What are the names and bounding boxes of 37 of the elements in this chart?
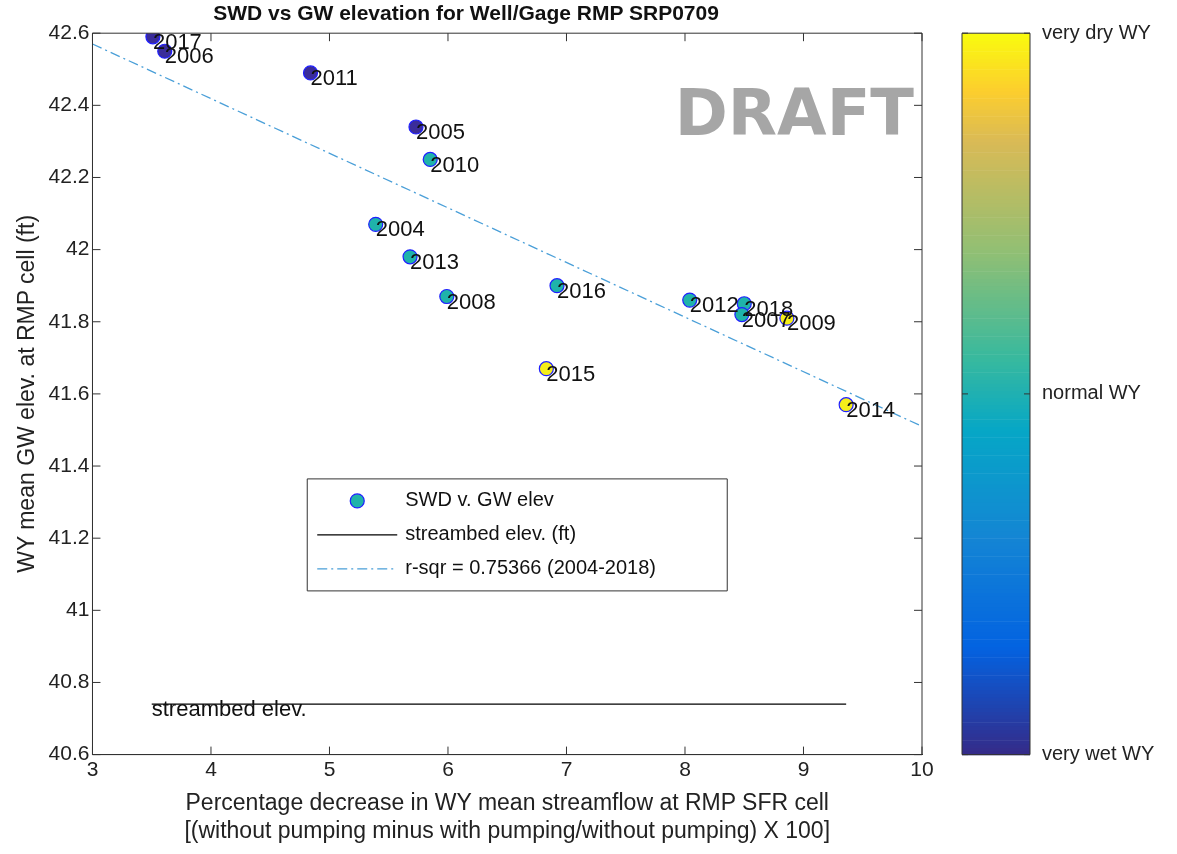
x-axis-title: Percentage decrease in WY mean streamflow at RMP SFR cell [(without pumping minus with pumping/without pumping) X 100] bbox=[184, 788, 831, 843]
annotation: 2016 bbox=[557, 277, 606, 303]
x-tick-label: 8 bbox=[679, 757, 691, 780]
x-tick-label: 6 bbox=[442, 757, 454, 780]
annotation: DRAFT bbox=[674, 75, 915, 150]
y-tick-label: 41.4 bbox=[48, 452, 90, 476]
x-tick-label: 9 bbox=[797, 757, 810, 780]
x-tick-label: 7 bbox=[560, 757, 573, 780]
y-tick-label: 42.2 bbox=[48, 164, 90, 188]
annotation: 2010 bbox=[430, 151, 480, 177]
annotation: 2013 bbox=[410, 248, 460, 274]
x-tick-label: 10 bbox=[910, 757, 934, 780]
y-tick-label: 41.2 bbox=[48, 524, 90, 548]
legend-label: SWD v. GW elev bbox=[405, 488, 554, 511]
y-tick-label: 41.6 bbox=[48, 380, 90, 404]
annotation: 2012 bbox=[689, 292, 739, 318]
y-tick-label: 42.6 bbox=[48, 20, 90, 43]
annotation: 2014 bbox=[846, 396, 896, 422]
y-tick-label: 41.8 bbox=[48, 308, 90, 332]
annotation: 2004 bbox=[375, 216, 425, 242]
annotation: 2015 bbox=[546, 360, 596, 386]
color-bar-label: very wet WY bbox=[1042, 742, 1155, 765]
x-tick-label: 5 bbox=[323, 757, 336, 780]
y-axis-title: WY mean GW elev. at RMP cell (ft) bbox=[13, 214, 40, 573]
y-tick-label: 40.8 bbox=[48, 669, 90, 693]
legend-label: streambed elev. (ft) bbox=[405, 522, 577, 545]
x-tick-label: 4 bbox=[205, 757, 218, 780]
annotation: 2005 bbox=[415, 119, 465, 145]
color-bar-label: very dry WY bbox=[1042, 20, 1151, 43]
annotation: 2008 bbox=[446, 288, 496, 314]
annotation: 2011 bbox=[310, 64, 358, 90]
color-bar-label: normal WY bbox=[1042, 381, 1141, 404]
legend-label: r-sqr = 0.75366 (2004-2018) bbox=[405, 556, 656, 579]
y-tick-label: 42.4 bbox=[48, 92, 90, 116]
y-tick-label: 42 bbox=[66, 236, 90, 260]
y-tick-label: 41 bbox=[66, 597, 90, 621]
chart-title: SWD vs GW elevation for Well/Gage RMP SRP0709 bbox=[213, 1, 719, 25]
